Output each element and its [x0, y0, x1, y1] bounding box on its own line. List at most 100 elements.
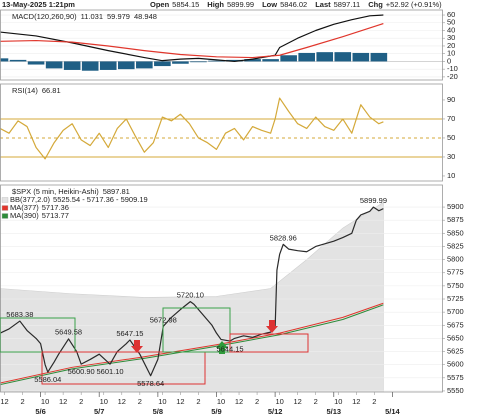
- histogram-bar: [262, 59, 279, 62]
- y-tick-label: 5650: [447, 333, 464, 342]
- x-tick-label: 12: [59, 397, 67, 406]
- y-tick-label: 5550: [447, 386, 464, 395]
- price-annotation: 5649.58: [55, 328, 82, 337]
- histogram-bar: [370, 52, 388, 62]
- histogram-bar: [27, 61, 45, 65]
- y-tick-label: 5750: [447, 281, 464, 290]
- series-line: [0, 14, 384, 63]
- x-tick-label: 12: [176, 397, 184, 406]
- y-tick-label: 5625: [447, 347, 464, 356]
- price-annotation: 5899.99: [360, 196, 387, 205]
- series-line: [0, 22, 384, 59]
- day-label: 5/9: [211, 407, 221, 416]
- header-value: 5897.11: [334, 0, 361, 9]
- histogram-bar: [154, 61, 171, 67]
- y-tick-label: 60: [447, 10, 455, 19]
- legend-value: 5897.81: [103, 187, 130, 196]
- price-annotation: 5586.04: [34, 375, 61, 384]
- day-label: 5/14: [385, 407, 400, 416]
- x-tick-label: 10: [217, 397, 225, 406]
- price-annotation: 5647.15: [116, 329, 143, 338]
- day-label: 5/13: [326, 407, 341, 416]
- drawing-annotations: [0, 307, 309, 385]
- x-tick-label: 2: [20, 397, 24, 406]
- y-tick-label: 20: [447, 41, 455, 50]
- y-tick-label: 5575: [447, 373, 464, 382]
- x-tick-label: 10: [334, 397, 342, 406]
- y-tick-label: 0: [447, 56, 451, 65]
- y-tick-label: 30: [447, 33, 455, 42]
- price-annotation: 5683.38: [6, 310, 33, 319]
- histogram-bar: [81, 61, 99, 71]
- histogram-bar: [352, 52, 370, 62]
- histogram-bar: [280, 55, 297, 62]
- rsi-frame: [0, 83, 443, 182]
- macd-frame: [0, 9, 443, 81]
- x-tick-label: 2: [79, 397, 83, 406]
- histogram-bar: [244, 59, 261, 62]
- y-tick-label: 5775: [447, 268, 464, 277]
- header-value: 5899.99: [227, 0, 254, 9]
- y-tick-label: 5800: [447, 255, 464, 264]
- y-tick-label: 30: [447, 152, 455, 161]
- green-box: [0, 317, 76, 353]
- y-tick-label: 5850: [447, 228, 464, 237]
- x-tick-label: 2: [196, 397, 200, 406]
- legend-name: MA(390): [10, 211, 39, 220]
- legend-value: 48.948: [134, 12, 157, 21]
- histogram-bar: [136, 61, 153, 69]
- header-label: Open: [150, 0, 170, 9]
- y-tick-label: 5900: [447, 202, 464, 211]
- histogram-bar: [172, 61, 189, 64]
- histogram-bar: [334, 52, 352, 62]
- series-line: [0, 304, 384, 386]
- histogram-bar: [298, 52, 315, 62]
- legend-value: 66.81: [42, 86, 61, 95]
- price-annotation: 5600.90: [68, 367, 95, 376]
- y-tick-label: 5675: [447, 320, 464, 329]
- header-label: High: [207, 0, 224, 9]
- header-label: Chg: [368, 0, 383, 9]
- price-annotation: 5672.98: [150, 315, 177, 324]
- day-label: 5/12: [268, 407, 283, 416]
- x-tick-label: 10: [275, 397, 283, 406]
- plot-layer: [0, 14, 442, 392]
- histogram-bar: [45, 61, 63, 69]
- day-label: 5/7: [94, 407, 104, 416]
- histogram-bar: [9, 59, 27, 62]
- red-arrow: [266, 320, 278, 333]
- panel-title: $SPX (5 min, Heikin-Ashi): [12, 187, 99, 196]
- legend-swatch: [1, 197, 9, 203]
- header-label: Last: [315, 0, 331, 9]
- red-box: [229, 333, 309, 353]
- y-tick-label: 5875: [447, 215, 464, 224]
- y-tick-label: 10: [447, 49, 455, 58]
- x-tick-label: 12: [235, 397, 243, 406]
- histogram-bar: [208, 60, 225, 62]
- legend-value: 5717.36: [42, 203, 69, 212]
- price-annotation: 5601.10: [96, 367, 123, 376]
- x-tick-label: 12: [118, 397, 126, 406]
- histogram-bar: [0, 58, 9, 62]
- header-value: 5846.02: [280, 0, 307, 9]
- histogram-bar: [117, 61, 135, 70]
- x-tick-label: 10: [158, 397, 166, 406]
- x-tick-label: 12: [352, 397, 360, 406]
- header-value: +52.92 (+0.91%): [386, 0, 442, 9]
- series-line: [0, 97, 384, 160]
- panel: [0, 14, 442, 78]
- y-tick-label: -10: [447, 64, 458, 73]
- day-label: 5/8: [153, 407, 163, 416]
- y-tick-label: 50: [447, 133, 455, 142]
- x-tick-label: 2: [314, 397, 318, 406]
- x-tick-label: 10: [100, 397, 108, 406]
- x-tick-label: 10: [41, 397, 49, 406]
- series-line: [0, 302, 384, 384]
- header-value: 5854.15: [172, 0, 199, 9]
- x-tick-label: 12: [294, 397, 302, 406]
- histogram-bar: [63, 61, 81, 70]
- day-label: 5/6: [35, 407, 45, 416]
- x-tick-label: 2: [372, 397, 376, 406]
- price-annotation: 5828.96: [270, 233, 297, 242]
- y-tick-label: 40: [447, 25, 455, 34]
